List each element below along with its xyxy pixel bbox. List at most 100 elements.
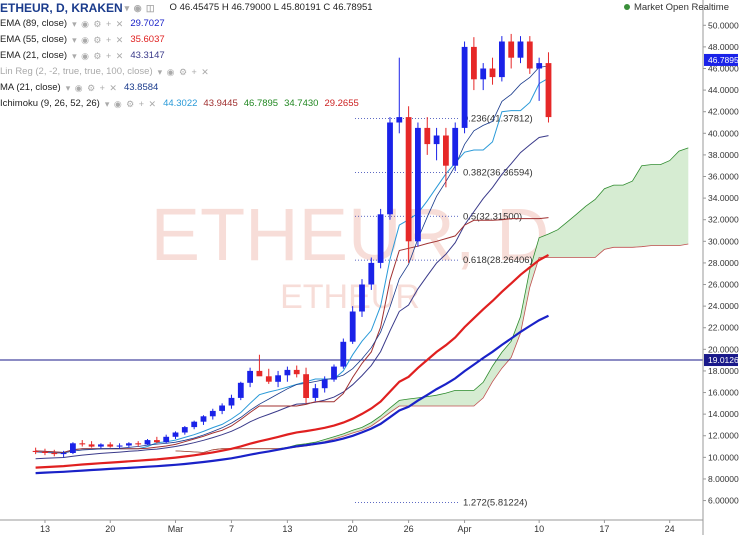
candle[interactable] <box>172 431 179 439</box>
symbol-row[interactable]: ETHEUR, D, KRAKEN ▾ ◉ ◫ O 46.45475 H 46.… <box>0 0 373 16</box>
candle[interactable] <box>144 438 151 446</box>
candle[interactable] <box>359 279 365 317</box>
candle[interactable] <box>275 370 281 388</box>
candle[interactable] <box>42 448 48 456</box>
candle[interactable] <box>135 441 142 447</box>
candle-body <box>312 388 319 398</box>
candle[interactable] <box>471 37 477 91</box>
symbol-tools-icons[interactable]: ▾ ◉ ◫ <box>124 3 156 13</box>
x-tick-label: 10 <box>534 524 544 534</box>
symbol-title[interactable]: ETHEUR, D, KRAKEN <box>0 1 123 15</box>
candle-body <box>377 214 384 263</box>
candle[interactable] <box>424 117 431 155</box>
y-tick-label: 50.00000 <box>708 20 739 30</box>
y-tick-label: 34.00000 <box>708 193 739 203</box>
candle[interactable] <box>98 443 104 449</box>
x-tick-label: Mar <box>168 524 184 534</box>
candle[interactable] <box>377 208 384 269</box>
candle[interactable] <box>60 450 67 458</box>
candle[interactable] <box>247 367 253 388</box>
candle[interactable] <box>508 33 515 69</box>
candle[interactable] <box>32 447 39 455</box>
candle[interactable] <box>387 117 393 220</box>
legend-row[interactable]: EMA (55, close) ▾ ◉ ⚙ + ✕ 35.6037 <box>0 32 373 48</box>
candle[interactable] <box>526 36 533 74</box>
candle[interactable] <box>284 366 291 382</box>
candle-body <box>265 376 272 382</box>
candle[interactable] <box>107 442 114 448</box>
candle[interactable] <box>191 420 198 430</box>
candle[interactable] <box>126 442 132 448</box>
candle[interactable] <box>116 443 123 449</box>
candle[interactable] <box>293 365 300 378</box>
candle[interactable] <box>200 415 207 425</box>
candle[interactable] <box>349 306 356 344</box>
y-tick-label: 16.00000 <box>708 388 739 398</box>
candle[interactable] <box>237 381 244 401</box>
candle[interactable] <box>154 436 160 444</box>
candle-body <box>51 453 58 455</box>
candle[interactable] <box>51 449 58 457</box>
legend-tools-icons[interactable]: ▾ ◉ ⚙ + ✕ <box>72 19 125 29</box>
candle[interactable] <box>461 41 468 134</box>
candle[interactable] <box>70 442 76 455</box>
legend-name[interactable]: Lin Reg (2, -2, true, true, 100, close) <box>0 66 153 77</box>
candle[interactable] <box>163 434 170 444</box>
candle[interactable] <box>415 122 421 247</box>
legend-tools-icons[interactable]: ▾ ◉ ⚙ + ✕ <box>72 35 125 45</box>
candle[interactable] <box>228 394 235 409</box>
candle[interactable] <box>209 408 216 420</box>
candle[interactable] <box>303 367 309 404</box>
candle[interactable] <box>536 57 543 101</box>
candle[interactable] <box>545 52 552 123</box>
candle[interactable] <box>517 36 524 64</box>
legend-name[interactable]: EMA (21, close) <box>0 50 68 61</box>
x-tick-label: 7 <box>229 524 234 534</box>
candle[interactable] <box>256 354 263 377</box>
legend-row[interactable]: EMA (21, close) ▾ ◉ ⚙ + ✕ 43.3147 <box>0 48 373 64</box>
legend-row[interactable]: Lin Reg (2, -2, true, true, 100, close) ▾… <box>0 64 373 80</box>
legend-row[interactable]: MA (21, close) ▾ ◉ ⚙ + ✕ 43.8584 <box>0 80 373 96</box>
candle[interactable] <box>452 122 459 172</box>
candle-body <box>219 405 225 411</box>
candle[interactable] <box>443 127 449 188</box>
candle[interactable] <box>79 440 86 447</box>
candle[interactable] <box>433 127 440 161</box>
candle[interactable] <box>340 338 347 369</box>
legend-name[interactable]: EMA (89, close) <box>0 18 68 29</box>
legend-row[interactable]: Ichimoku (9, 26, 52, 26) ▾ ◉ ⚙ + ✕ 44.3022… <box>0 96 373 112</box>
candle[interactable] <box>331 364 337 382</box>
legend-name[interactable]: EMA (55, close) <box>0 34 68 45</box>
candle-body <box>126 443 132 446</box>
candle[interactable] <box>219 403 225 415</box>
legend-tools-icons[interactable]: ▾ ◉ ⚙ + ✕ <box>157 67 210 77</box>
candle-body <box>32 450 39 452</box>
y-tick-label: 26.00000 <box>708 280 739 290</box>
candle-body <box>471 46 477 80</box>
candle[interactable] <box>480 63 487 91</box>
legend-name[interactable]: MA (21, close) <box>0 82 61 93</box>
candle[interactable] <box>405 106 412 263</box>
candle[interactable] <box>489 57 496 85</box>
candle[interactable] <box>321 376 328 393</box>
candle[interactable] <box>265 368 272 384</box>
x-tick-label: 24 <box>665 524 675 534</box>
y-tick-label: 38.00000 <box>708 150 739 160</box>
candle[interactable] <box>88 441 95 448</box>
candle[interactable] <box>499 36 505 82</box>
ema-89-line <box>35 314 549 475</box>
candle[interactable] <box>396 57 403 134</box>
x-tick-label: Apr <box>458 524 472 534</box>
legend-name[interactable]: Ichimoku (9, 26, 52, 26) <box>0 98 100 109</box>
legend-row[interactable]: EMA (89, close) ▾ ◉ ⚙ + ✕ 29.7027 <box>0 16 373 32</box>
candle-body <box>42 451 48 453</box>
candle[interactable] <box>368 257 375 290</box>
candle[interactable] <box>312 383 319 402</box>
legend-tools-icons[interactable]: ▾ ◉ ⚙ + ✕ <box>104 99 158 109</box>
candle-body <box>489 68 496 78</box>
candle[interactable] <box>181 426 188 435</box>
legend-value: 43.3147 <box>130 50 165 61</box>
legend-tools-icons[interactable]: ▾ ◉ ⚙ + ✕ <box>72 51 125 61</box>
legend-tools-icons[interactable]: ▾ ◉ ⚙ + ✕ <box>65 83 118 93</box>
